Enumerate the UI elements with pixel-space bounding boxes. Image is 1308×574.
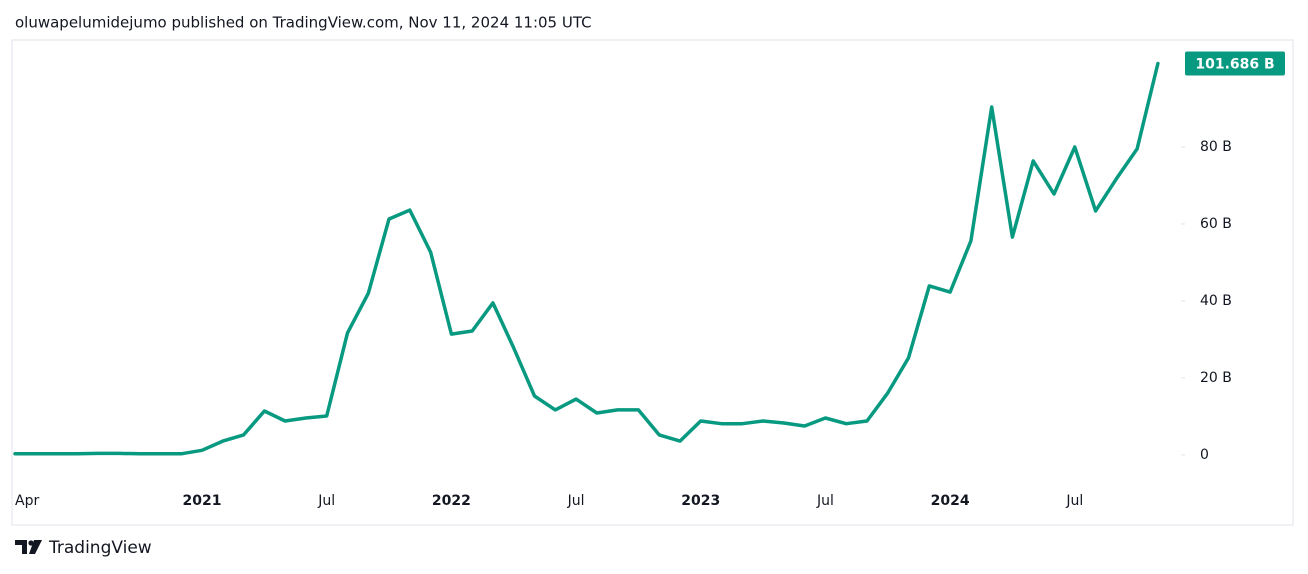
logo [15,540,42,554]
last-value-badge [1185,51,1285,76]
x-tick-label: 2023 [681,493,720,509]
x-tick-label: 2022 [432,493,471,509]
y-tick-label: 0 [1200,447,1209,463]
y-tick-label: 40 B [1200,293,1232,309]
y-tick-label: 20 B [1200,370,1232,386]
x-tick-label: Jul [317,493,335,509]
header: oluwapelumidejumo published on TradingVi… [15,14,592,32]
x-tick-label: Apr [15,493,39,509]
footer-brand: TradingView [48,538,152,558]
x-tick-label: Jul [1065,493,1083,509]
line [13,61,1160,456]
x-tick-label: 2024 [931,493,970,509]
chart-frame [11,39,1294,526]
x-tick-label: 2021 [183,493,222,509]
x-tick-label: Jul [816,493,834,509]
x-tick-label: Jul [567,493,585,509]
last-value-label: 101.686 B [1195,57,1274,73]
y-tick-label: 80 B [1200,139,1232,155]
y-tick-label: 60 B [1200,216,1232,232]
